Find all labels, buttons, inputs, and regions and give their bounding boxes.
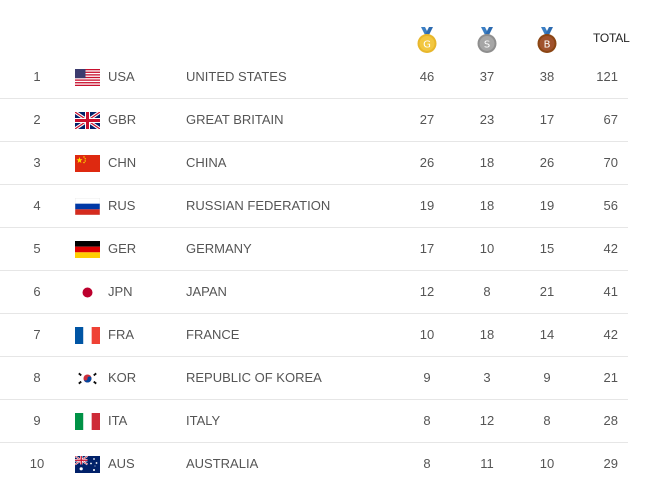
gold-count: 17 [419, 241, 435, 256]
table-row[interactable]: 6 JPN JAPAN 12 8 21 41 [0, 271, 628, 314]
table-row[interactable]: 5 GER GERMANY 17 10 15 42 [0, 228, 628, 271]
total-count: 42 [603, 241, 618, 256]
table-row[interactable]: 7 FRA FRANCE 10 18 14 42 [0, 314, 628, 357]
bronze-count: 10 [539, 456, 555, 471]
ita-flag-icon [75, 413, 100, 430]
silver-count: 8 [483, 284, 491, 299]
rank-cell: 7 [33, 327, 41, 342]
table-row[interactable]: 4 RUS RUSSIAN FEDERATION 19 18 19 56 [0, 185, 628, 228]
bronze-count: 21 [539, 284, 555, 299]
silver-count: 23 [479, 112, 495, 127]
silver-count: 10 [479, 241, 495, 256]
country-code: GER [108, 241, 137, 256]
gold-count: 8 [423, 413, 431, 428]
usa-flag-icon [75, 69, 100, 86]
table-row[interactable]: 1 USA UNITED STATES 46 37 38 121 [0, 56, 628, 99]
silver-count: 18 [479, 198, 495, 213]
table-row[interactable]: 10 AUS AUSTRALIA 8 11 10 29 [0, 443, 628, 486]
rank-cell: 10 [29, 456, 45, 471]
medal-table-header: G S B TOTAL [0, 0, 661, 56]
country-name: GERMANY [186, 241, 252, 256]
bronze-medal-icon: B [537, 27, 557, 54]
total-count: 70 [603, 155, 618, 170]
ger-flag-icon [75, 241, 100, 258]
aus-flag-icon [75, 456, 100, 473]
total-column-header: TOTAL [593, 31, 630, 45]
rank-cell: 1 [33, 69, 41, 84]
country-name: FRANCE [186, 327, 240, 342]
silver-count: 37 [479, 69, 495, 84]
table-row[interactable]: 9 ITA ITALY 8 12 8 28 [0, 400, 628, 443]
bronze-count: 17 [539, 112, 555, 127]
bronze-count: 14 [539, 327, 555, 342]
country-name: RUSSIAN FEDERATION [186, 198, 331, 213]
gold-count: 9 [423, 370, 431, 385]
bronze-count: 8 [543, 413, 551, 428]
total-count: 29 [603, 456, 618, 471]
bronze-medal-label: B [544, 40, 551, 51]
gold-medal-icon: G [417, 27, 437, 54]
fra-flag-icon [75, 327, 100, 344]
country-code: JPN [108, 284, 133, 299]
table-row[interactable]: 3 CHN CHINA 26 18 26 70 [0, 142, 628, 185]
rank-cell: 5 [33, 241, 41, 256]
total-count: 56 [603, 198, 618, 213]
silver-count: 11 [480, 456, 494, 471]
country-name: REPUBLIC OF KOREA [186, 370, 322, 385]
country-code: GBR [108, 112, 137, 127]
gold-count: 19 [419, 198, 435, 213]
total-count: 21 [603, 370, 618, 385]
silver-count: 3 [483, 370, 491, 385]
country-code: AUS [108, 456, 135, 471]
rank-cell: 2 [33, 112, 41, 127]
country-code: KOR [108, 370, 137, 385]
country-name: ITALY [186, 413, 221, 428]
gold-count: 27 [419, 112, 435, 127]
gold-count: 10 [419, 327, 435, 342]
bronze-count: 26 [539, 155, 555, 170]
gold-medal-label: G [423, 40, 431, 51]
gold-count: 46 [419, 69, 435, 84]
country-code: CHN [108, 155, 137, 170]
gold-count: 8 [423, 456, 431, 471]
bronze-count: 38 [539, 69, 555, 84]
total-count: 67 [603, 112, 618, 127]
silver-count: 18 [479, 327, 495, 342]
rus-flag-icon [75, 198, 100, 215]
country-name: UNITED STATES [186, 69, 287, 84]
total-count: 28 [603, 413, 618, 428]
country-name: JAPAN [186, 284, 227, 299]
bronze-count: 9 [543, 370, 551, 385]
country-code: RUS [108, 198, 136, 213]
bronze-count: 19 [539, 198, 555, 213]
total-count: 42 [603, 327, 618, 342]
total-count: 121 [596, 69, 618, 84]
kor-flag-icon [75, 370, 100, 387]
country-name: AUSTRALIA [186, 456, 259, 471]
country-code: USA [108, 69, 135, 84]
rank-cell: 3 [33, 155, 41, 170]
total-count: 41 [603, 284, 618, 299]
silver-medal-icon: S [477, 27, 497, 54]
rank-cell: 9 [33, 413, 41, 428]
silver-count: 18 [479, 155, 495, 170]
gold-count: 26 [419, 155, 435, 170]
chn-flag-icon [75, 155, 100, 172]
gbr-flag-icon [75, 112, 100, 129]
table-row[interactable]: 8 KOR REPUBLIC OF KOREA 9 3 9 21 [0, 357, 628, 400]
country-code: FRA [108, 327, 134, 342]
country-name: GREAT BRITAIN [186, 112, 284, 127]
rank-cell: 6 [33, 284, 41, 299]
rank-cell: 4 [33, 198, 41, 213]
country-name: CHINA [186, 155, 227, 170]
gold-count: 12 [419, 284, 435, 299]
jpn-flag-icon [75, 284, 100, 301]
silver-medal-label: S [484, 40, 490, 51]
rank-cell: 8 [33, 370, 41, 385]
table-row[interactable]: 2 GBR GREAT BRITAIN 27 23 17 67 [0, 99, 628, 142]
silver-count: 12 [479, 413, 495, 428]
bronze-count: 15 [539, 241, 555, 256]
country-code: ITA [108, 413, 128, 428]
